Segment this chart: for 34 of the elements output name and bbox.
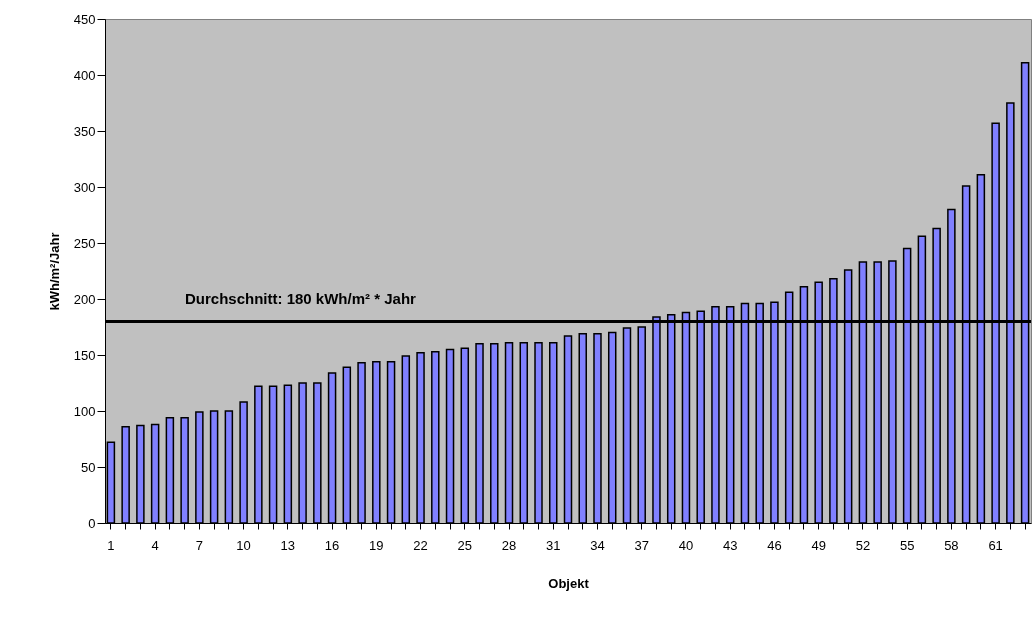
- x-tick-label: 25: [457, 537, 473, 553]
- ref-line-label: Durchschnitt: 180 kWh/m² * Jahr: [185, 290, 417, 308]
- x-tick-label: 19: [369, 537, 384, 553]
- x-tick-label: 49: [811, 537, 826, 553]
- x-tick-label: 46: [767, 537, 782, 553]
- x-tick-label: 16: [324, 537, 340, 553]
- x-tick-label: 13: [280, 537, 296, 553]
- y-tick-label: 450: [73, 11, 96, 27]
- x-tick-label: 10: [236, 537, 251, 553]
- x-tick-label: 4: [151, 537, 159, 553]
- y-tick-label: 150: [73, 347, 96, 363]
- y-tick-label: 300: [73, 179, 96, 195]
- x-tick-label: 61: [988, 537, 1003, 553]
- x-tick-label: 31: [546, 537, 561, 553]
- x-axis-title: Objekt: [548, 575, 590, 591]
- x-tick-label: 43: [722, 537, 738, 553]
- y-tick-label: 100: [73, 403, 96, 419]
- x-tick-label: 37: [634, 537, 649, 553]
- x-tick-label: 55: [899, 537, 915, 553]
- x-tick-label: 22: [413, 537, 428, 553]
- y-tick-label: 400: [73, 67, 96, 83]
- y-tick-label: 350: [73, 123, 96, 139]
- x-tick-label: 52: [855, 537, 871, 553]
- x-tick-label: 40: [678, 537, 694, 553]
- y-tick-label: 200: [73, 291, 96, 307]
- y-tick-label: 50: [81, 459, 96, 475]
- y-axis-title: kWh/m²/Jahr: [46, 232, 62, 311]
- x-tick-label: 1: [107, 537, 115, 553]
- x-tick-label: 58: [944, 537, 959, 553]
- y-tick-label: 250: [73, 235, 96, 251]
- y-tick-label: 0: [88, 515, 96, 531]
- x-tick-label: 28: [501, 537, 517, 553]
- x-tick-label: 34: [590, 537, 605, 553]
- x-tick-label: 7: [195, 537, 203, 553]
